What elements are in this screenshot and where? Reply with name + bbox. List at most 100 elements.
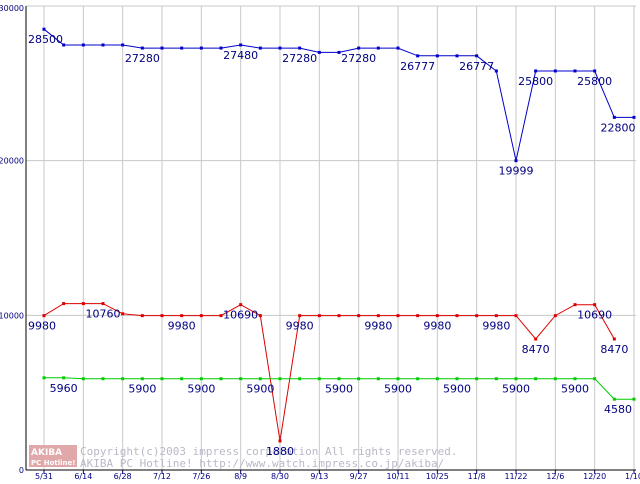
data-point [475,377,479,381]
watermark-logo-bottom: PC Hotline! [31,459,75,467]
data-point [573,303,577,307]
data-point [258,314,262,318]
data-point [62,302,66,306]
series-line-0 [43,28,634,161]
data-point [298,377,302,381]
data-point [101,377,105,381]
data-point [219,314,223,318]
data-point [534,377,538,381]
data-point [121,312,125,316]
data-point [593,377,597,381]
watermark: AKIBA PC Hotline! Copyright(c)2003 impre… [29,445,458,470]
data-label: 5960 [50,382,78,395]
data-label: 25800 [577,75,612,88]
data-label: 10690 [577,309,612,322]
data-label: 27280 [282,52,317,65]
data-point [494,314,498,318]
data-label: 27280 [125,52,160,65]
x-tick-label: 12/20 [583,472,606,480]
x-tick-label: 10/25 [426,472,449,480]
data-point [239,43,243,47]
data-label: 28500 [28,33,63,46]
data-label: 9980 [364,320,392,333]
data-label: 27280 [341,52,376,65]
data-point [337,377,341,381]
x-tick-label: 12/6 [546,472,564,480]
data-point [534,69,538,73]
data-point [42,314,46,318]
data-label: 9980 [168,320,196,333]
data-point [278,439,282,443]
data-point [455,377,459,381]
data-point [612,115,616,119]
data-label: 9980 [423,320,451,333]
data-point [376,377,380,381]
data-label: 26777 [400,60,435,73]
data-point [42,27,46,31]
data-label: 19999 [499,165,534,178]
data-point [160,314,164,318]
data-label: 27480 [223,49,258,62]
data-point [239,377,243,381]
data-point [199,46,203,50]
x-tick-label: 6/28 [114,472,132,480]
grid [26,5,636,470]
data-point [612,337,616,341]
data-point [337,50,341,54]
data-point [416,314,420,318]
data-label: 5900 [128,383,156,396]
data-label: 1880 [266,445,294,458]
data-point [514,377,518,381]
data-point [140,377,144,381]
data-point [101,302,105,306]
data-label: 4580 [604,403,632,416]
data-point [435,314,439,318]
data-point [317,314,321,318]
data-point [298,46,302,50]
data-point [81,43,85,47]
watermark-copyright: Copyright(c)2003 impress corporation All… [80,445,458,458]
x-tick-label: 7/12 [153,472,171,480]
data-point [258,46,262,50]
data-point [357,377,361,381]
data-point [376,314,380,318]
data-point [514,314,518,318]
series-layer [42,27,636,443]
watermark-logo-top: AKIBA [31,448,62,458]
data-point [278,377,282,381]
x-tick-label: 7/26 [192,472,210,480]
y-tick-label: 20000 [0,157,24,166]
data-point [396,314,400,318]
data-point [632,115,636,119]
data-label: 5900 [502,383,530,396]
data-label: 5900 [443,383,471,396]
series-line-1 [43,303,615,441]
x-tick-label: 11/8 [468,472,486,480]
data-label: 9980 [286,320,314,333]
data-label: 5900 [561,383,589,396]
data-point [357,314,361,318]
data-point [396,46,400,50]
data-point [475,54,479,58]
data-point [514,159,518,163]
data-point [553,69,557,73]
data-label: 9980 [28,320,56,333]
data-point [81,302,85,306]
data-point [357,46,361,50]
x-tick-label: 1/10 [625,472,640,480]
x-tick-label: 9/13 [310,472,328,480]
data-point [553,377,557,381]
axes: 0 10000 20000 30000 5/31 6/14 6/28 7/12 7/26 8/9 8… [0,4,640,481]
data-point [317,50,321,54]
data-point [101,43,105,47]
data-label: 22800 [601,121,636,134]
data-point [140,46,144,50]
data-label: 9980 [482,320,510,333]
data-point [42,376,46,380]
data-point [298,314,302,318]
data-point [573,69,577,73]
data-label: 5900 [325,383,353,396]
data-label: 25800 [518,75,553,88]
